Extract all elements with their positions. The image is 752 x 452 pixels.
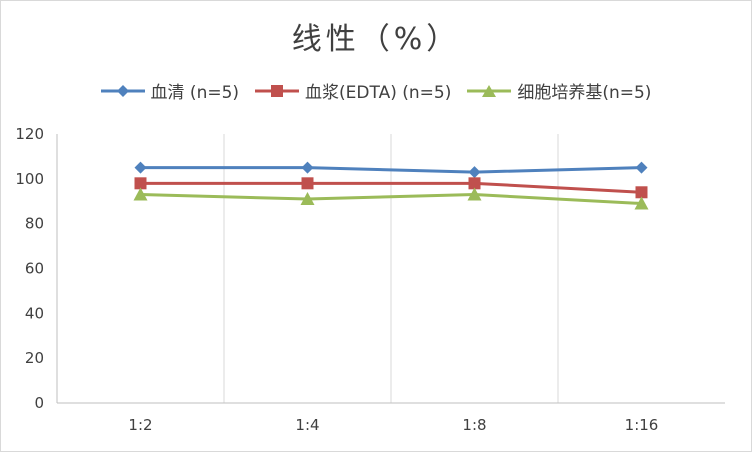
legend-item-plasma: 血浆(EDTA) (n=5) <box>255 78 451 103</box>
y-tick-label: 100 <box>15 170 44 188</box>
x-tick-label: 1:4 <box>295 416 319 434</box>
y-tick-label: 60 <box>25 260 44 278</box>
data-point-marker <box>468 177 481 190</box>
legend-label-culture-medium: 细胞培养基(n=5) <box>517 83 652 103</box>
legend-marker-serum <box>100 84 145 97</box>
y-tick-label: 80 <box>25 215 44 233</box>
data-point-marker <box>301 161 314 174</box>
x-tick-label: 1:8 <box>462 416 486 434</box>
legend-item-serum: 血清 (n=5) <box>100 78 240 103</box>
data-point-marker <box>467 187 482 201</box>
data-point-marker <box>634 196 649 210</box>
chart-legend: 血清 (n=5) 血浆(EDTA) (n=5) 细胞培养基(n=5) <box>0 78 752 103</box>
legend-marker-plasma <box>255 84 300 97</box>
y-tick-label: 40 <box>25 304 44 322</box>
y-tick-label: 0 <box>34 394 44 412</box>
series-line-2 <box>140 193 642 205</box>
series-line-1 <box>140 181 642 194</box>
data-point-marker <box>301 177 314 190</box>
data-point-marker <box>468 166 481 179</box>
legend-label-serum: 血清 (n=5) <box>150 83 240 103</box>
x-tick-label: 1:16 <box>625 416 659 434</box>
legend-label-plasma: 血浆(EDTA) (n=5) <box>305 83 452 103</box>
data-point-marker <box>134 177 147 190</box>
legend-marker-culture-medium <box>467 84 512 97</box>
data-point-marker <box>134 161 147 174</box>
chart-title: 线性（%） <box>291 22 461 57</box>
y-tick-label: 20 <box>25 349 44 367</box>
legend-item-culture-medium: 细胞培养基(n=5) <box>467 78 651 103</box>
data-point-marker <box>300 192 315 206</box>
data-point-marker <box>635 186 648 199</box>
data-point-marker <box>133 187 148 201</box>
x-tick-label: 1:2 <box>128 416 152 434</box>
series-line-0 <box>140 166 642 174</box>
data-point-marker <box>635 161 648 174</box>
y-tick-label: 120 <box>15 125 44 143</box>
